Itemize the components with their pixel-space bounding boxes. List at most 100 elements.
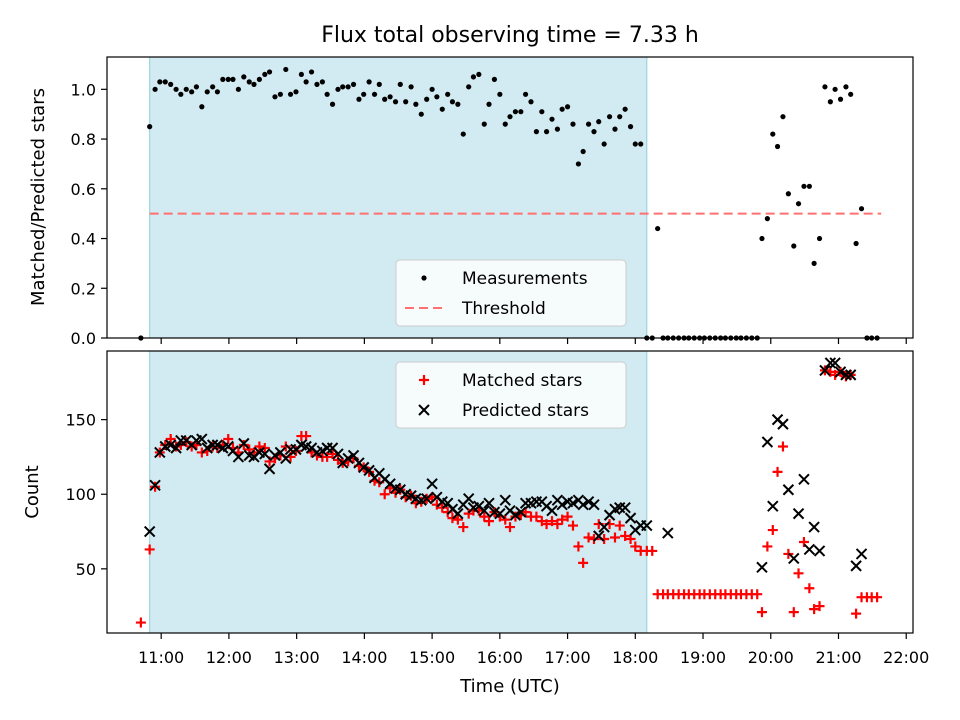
measurements-point-52 bbox=[413, 101, 419, 107]
matched-stars-point-31 bbox=[301, 431, 312, 442]
top-legend-label-0: Measurements bbox=[462, 269, 588, 289]
predicted-stars-point-102 bbox=[782, 484, 795, 496]
measurements-point-44 bbox=[371, 91, 378, 97]
measurements-point-23 bbox=[262, 71, 268, 78]
measurements-point-53 bbox=[418, 111, 424, 117]
predicted-stars-point-103 bbox=[788, 552, 800, 565]
bottom-plot-frame bbox=[106, 350, 914, 634]
matched-stars-point-58 bbox=[442, 507, 453, 518]
measurements-point-25 bbox=[272, 94, 278, 100]
measurements-point-76 bbox=[539, 109, 545, 115]
measurements-point-32 bbox=[308, 69, 315, 75]
matched-stars-point-77 bbox=[541, 519, 552, 530]
matched-stars-point-65 bbox=[479, 511, 490, 522]
measurements-point-88 bbox=[601, 141, 607, 147]
top-y-tick-label-2: 0.4 bbox=[71, 230, 96, 249]
measurements-point-15 bbox=[220, 76, 226, 82]
measurements-point-83 bbox=[575, 161, 582, 167]
predicted-stars-point-91 bbox=[619, 501, 631, 514]
bottom-legend-label-1: Predicted stars bbox=[462, 401, 589, 421]
predicted-stars-point-83 bbox=[577, 498, 589, 511]
matched-stars-point-93 bbox=[625, 534, 636, 544]
measurements-point-91 bbox=[617, 114, 623, 120]
measurements-point-49 bbox=[397, 81, 403, 87]
matched-stars-point-86 bbox=[588, 534, 599, 544]
x-tick-label-2: 13:00 bbox=[274, 648, 320, 667]
predicted-stars-point-5 bbox=[170, 442, 182, 454]
measurements-point-66 bbox=[486, 101, 492, 107]
predicted-stars-point-115 bbox=[850, 560, 862, 572]
matched-stars-point-35 bbox=[322, 451, 333, 462]
measurements-point-29 bbox=[293, 89, 299, 95]
measurements-point-59 bbox=[449, 99, 456, 105]
measurements-point-14 bbox=[214, 89, 221, 95]
matched-stars-point-92 bbox=[620, 531, 631, 542]
measurements-point-92 bbox=[622, 106, 628, 112]
predicted-stars-point-68 bbox=[499, 494, 511, 506]
measurements-point-22 bbox=[256, 76, 262, 82]
predicted-stars-point-116 bbox=[855, 548, 868, 560]
measurements-point-34 bbox=[319, 79, 325, 85]
matched-stars-point-122 bbox=[777, 441, 788, 452]
predicted-stars-point-110 bbox=[824, 357, 837, 369]
measurements-point-78 bbox=[549, 116, 555, 122]
measurements-point-64 bbox=[476, 71, 482, 78]
measurements-point-89 bbox=[606, 114, 613, 120]
matched-stars-point-117 bbox=[752, 589, 763, 600]
measurements-point-77 bbox=[543, 129, 550, 135]
matched-stars-point-36 bbox=[327, 448, 338, 459]
predicted-stars-point-106 bbox=[803, 543, 816, 556]
measurements-point-39 bbox=[345, 84, 351, 90]
predicted-stars-point-85 bbox=[588, 498, 600, 511]
predicted-stars-point-81 bbox=[567, 497, 579, 509]
measurements-point-123 bbox=[785, 191, 791, 197]
top-panel: 0.0 0.2 0.4 0.6 0.8 1.0 Matched/Predicted sta… bbox=[28, 56, 914, 348]
bottom-y-tick-label-2: 150 bbox=[65, 411, 96, 430]
x-tick-label-6: 17:00 bbox=[545, 648, 591, 667]
measurements-point-21 bbox=[251, 81, 257, 87]
matched-stars-point-85 bbox=[583, 532, 594, 543]
measurements-point-16 bbox=[225, 76, 231, 82]
predicted-stars-point-17 bbox=[232, 451, 245, 463]
measurements-point-129 bbox=[816, 235, 823, 242]
measurements-point-51 bbox=[408, 84, 414, 90]
measurements-point-121 bbox=[774, 143, 781, 150]
measurements-point-38 bbox=[340, 84, 346, 90]
matched-stars-point-27 bbox=[280, 441, 291, 452]
matched-stars-point-140 bbox=[872, 592, 883, 603]
measurements-point-131 bbox=[827, 99, 833, 105]
matched-stars-point-91 bbox=[614, 520, 625, 531]
matched-stars-point-46 bbox=[379, 489, 390, 500]
bottom-y-axis-label: Count bbox=[22, 465, 43, 518]
bottom-legend-box bbox=[395, 361, 627, 429]
measurements-point-81 bbox=[564, 104, 571, 110]
measurements-point-132 bbox=[832, 86, 838, 92]
matched-stars-point-78 bbox=[546, 516, 557, 527]
predicted-stars-point-39 bbox=[347, 449, 360, 462]
predicted-stars-point-77 bbox=[546, 504, 558, 517]
measurements-point-2 bbox=[152, 86, 158, 92]
predicted-stars-point-86 bbox=[593, 530, 605, 542]
measurements-point-135 bbox=[848, 91, 854, 97]
measurements-point-5 bbox=[168, 81, 174, 87]
predicted-stars-point-24 bbox=[269, 449, 281, 462]
bottom-y-tick-label-1: 100 bbox=[65, 485, 96, 504]
top-legend-marker-0 bbox=[421, 275, 427, 281]
matched-stars-point-79 bbox=[552, 519, 563, 530]
x-axis-label: Time (UTC) bbox=[459, 676, 560, 697]
measurements-point-124 bbox=[791, 243, 797, 249]
measurements-point-98 bbox=[655, 225, 661, 232]
measurements-point-58 bbox=[445, 91, 451, 97]
measurements-point-9 bbox=[189, 89, 195, 95]
predicted-stars-point-18 bbox=[238, 437, 250, 450]
measurements-point-7 bbox=[178, 91, 184, 97]
predicted-stars-point-97 bbox=[756, 561, 768, 574]
bottom-legend-marker-1 bbox=[418, 404, 430, 416]
measurements-point-75 bbox=[533, 129, 540, 135]
predicted-stars-point-71 bbox=[515, 506, 527, 518]
top-legend-box bbox=[395, 259, 627, 327]
measurements-point-136 bbox=[853, 240, 859, 247]
measurements-point-130 bbox=[822, 84, 828, 90]
measurements-point-43 bbox=[366, 79, 372, 85]
measurements-point-8 bbox=[183, 86, 189, 92]
